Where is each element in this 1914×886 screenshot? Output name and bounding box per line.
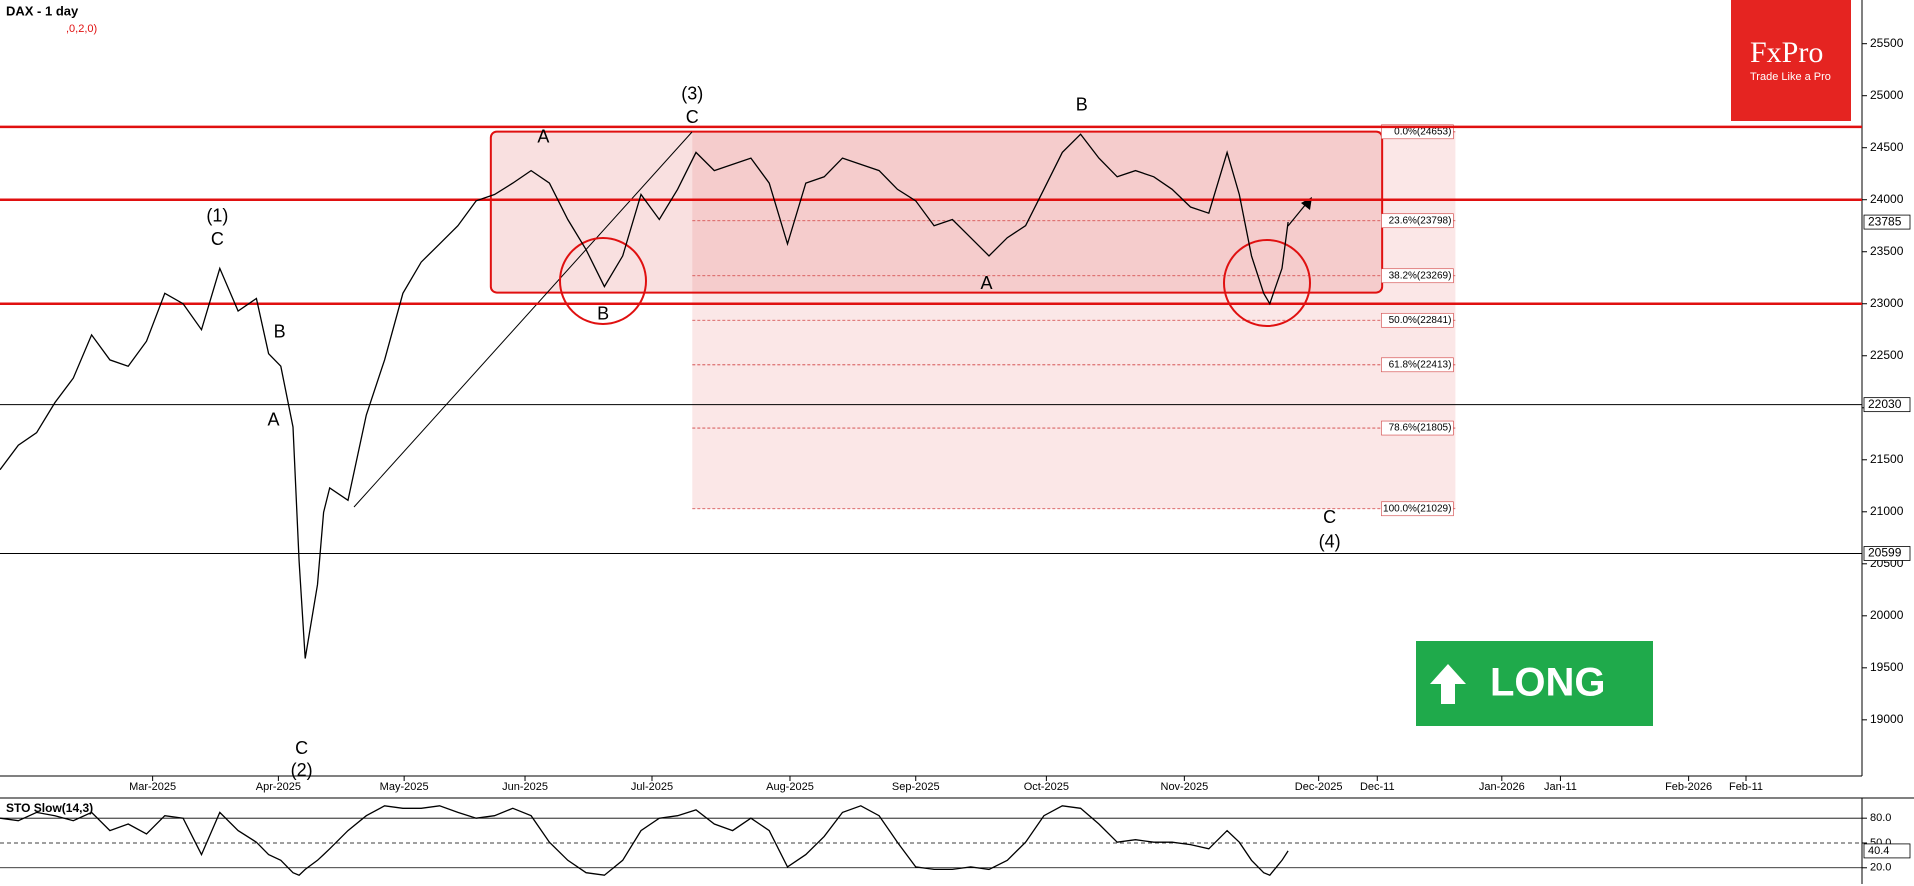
- x-tick-label: Dec-11: [1360, 781, 1395, 793]
- fib-label: 23.6%(23798): [1389, 215, 1452, 226]
- fib-label: 61.8%(22413): [1389, 359, 1452, 370]
- level-label-box: [1863, 397, 1911, 413]
- wave-label: C: [295, 738, 308, 758]
- fib-label: 50.0%(22841): [1389, 315, 1452, 326]
- fib-label-box: [1381, 357, 1454, 373]
- logo-box: [1731, 0, 1851, 121]
- y-tick-label: 23500: [1870, 244, 1904, 258]
- x-tick-label: Jul-2025: [631, 781, 673, 793]
- wave-label: C: [686, 107, 699, 127]
- logo-brand: FxPro: [1750, 36, 1823, 69]
- wave-label: (1): [206, 206, 228, 226]
- wave-label: A: [267, 410, 279, 430]
- wave-label: B: [274, 322, 286, 342]
- y-tick-label: 24000: [1870, 192, 1904, 206]
- x-tick-label: Aug-2025: [766, 781, 814, 793]
- wave-label: (2): [291, 760, 313, 780]
- fib-label: 38.2%(23269): [1389, 270, 1452, 281]
- last-value-label: 40.4: [1868, 845, 1889, 857]
- fib-label-box: [1381, 124, 1454, 140]
- wave-label: (3): [681, 84, 703, 104]
- x-tick-label: Apr-2025: [256, 781, 301, 793]
- chart-title: DAX - 1 day: [6, 3, 79, 18]
- series-line: [0, 133, 1289, 659]
- last-value-box: [1863, 843, 1911, 859]
- badge-arrow: [1430, 664, 1466, 704]
- y-tick-label: 20000: [1870, 608, 1904, 622]
- x-tick-label: Oct-2025: [1024, 781, 1069, 793]
- panel-title: STO Slow(14,3): [6, 801, 93, 815]
- fib-label: 78.6%(21805): [1389, 423, 1452, 434]
- highlight-circle: [559, 237, 647, 325]
- projection-arrow: [1287, 203, 1307, 227]
- x-tick-label: Mar-2025: [129, 781, 176, 793]
- x-tick-label: Feb-11: [1729, 781, 1763, 793]
- logo-tagline: Trade Like a Pro: [1750, 71, 1831, 83]
- fib-label: 0.0%(24653): [1394, 126, 1451, 137]
- fib-label-box: [1381, 501, 1454, 517]
- y-tick-label: 21500: [1870, 452, 1904, 466]
- wave-label: B: [1076, 95, 1088, 115]
- y-tick-label: 19000: [1870, 712, 1904, 726]
- last-value-box: [1863, 214, 1911, 230]
- y-tick-label: 25500: [1870, 36, 1904, 50]
- fib-label-box: [1381, 420, 1454, 436]
- y-tick-label: 24500: [1870, 140, 1904, 154]
- series-line: [0, 805, 1289, 876]
- x-tick-label: Jan-2026: [1479, 781, 1525, 793]
- x-tick-label: Feb-2026: [1665, 781, 1712, 793]
- y-tick-label: 23000: [1870, 296, 1904, 310]
- wave-label: A: [537, 126, 549, 146]
- x-tick-label: May-2025: [380, 781, 429, 793]
- fib-label-box: [1381, 268, 1454, 284]
- wave-label: C: [211, 229, 224, 249]
- x-tick-label: Sep-2025: [892, 781, 940, 793]
- chart-subtitle: ,0,2,0): [66, 23, 97, 35]
- trend-line: [353, 131, 693, 508]
- background-layer: [0, 130, 1862, 869]
- level-label: 22030: [1868, 397, 1902, 411]
- y-tick-label: 19500: [1870, 660, 1904, 674]
- x-tick-label: Jun-2025: [502, 781, 548, 793]
- badge-label: LONG: [1490, 661, 1606, 705]
- x-tick-label: Dec-2025: [1295, 781, 1343, 793]
- highlight-circle: [1223, 239, 1311, 327]
- level-label: 20599: [1868, 546, 1902, 560]
- fib-label: 100.0%(21029): [1383, 503, 1451, 514]
- range-box: [489, 130, 1384, 294]
- fib-label-box: [1381, 312, 1454, 328]
- level-label-box: [1863, 546, 1911, 561]
- y-tick-label: 20.0: [1870, 862, 1891, 874]
- wave-label: C: [1323, 507, 1336, 527]
- fib-label-box: [1381, 213, 1454, 229]
- wave-label: A: [981, 273, 993, 293]
- wave-label: B: [597, 303, 609, 323]
- y-tick-label: 80.0: [1870, 812, 1891, 824]
- last-value-label: 23785: [1868, 214, 1902, 228]
- x-tick-label: Jan-11: [1544, 781, 1577, 793]
- y-tick-label: 21000: [1870, 504, 1904, 518]
- y-tick-label: 22500: [1870, 348, 1904, 362]
- x-tick-label: Nov-2025: [1161, 781, 1209, 793]
- wave-label: (4): [1319, 532, 1341, 552]
- y-tick-label: 25000: [1870, 88, 1904, 102]
